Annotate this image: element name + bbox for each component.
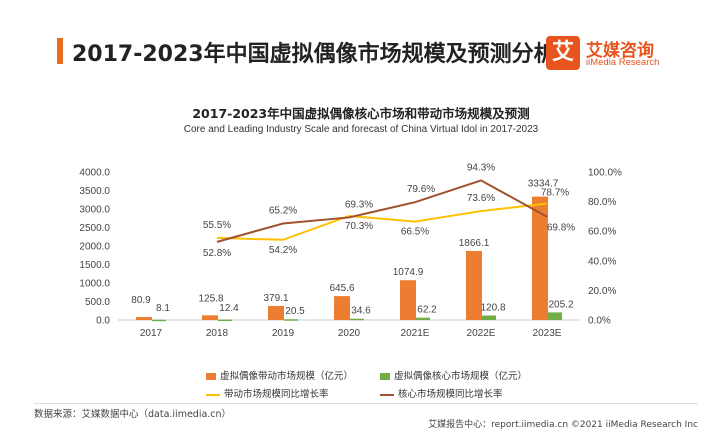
data-label-leading-market: 3334.7 bbox=[528, 179, 559, 190]
legend-item-leading-market: 虚拟偶像带动市场规模（亿元） bbox=[206, 368, 353, 382]
logo-text-en: iiMedia Research bbox=[586, 57, 660, 68]
data-label-core-growth: 52.8% bbox=[203, 248, 231, 259]
bar-leading-market bbox=[334, 296, 350, 320]
chart-title: 2017-2023年中国虚拟偶像核心市场和带动市场规模及预测 bbox=[192, 106, 530, 121]
y-left-tick-label: 3000.0 bbox=[79, 205, 110, 216]
data-label-leading-growth: 54.2% bbox=[269, 245, 297, 256]
data-label-leading-market: 1866.1 bbox=[459, 238, 490, 249]
y-left-tick-label: 500.0 bbox=[85, 297, 110, 308]
data-label-core-market: 120.8 bbox=[480, 303, 505, 314]
x-tick-label: 2020 bbox=[338, 328, 361, 339]
bar-leading-market bbox=[136, 317, 152, 320]
data-label-core-growth: 79.6% bbox=[407, 184, 435, 195]
y-left-tick-label: 4000.0 bbox=[79, 168, 110, 179]
bar-leading-market bbox=[268, 305, 284, 320]
y-right-tick-label: 0.0% bbox=[588, 316, 611, 327]
data-label-core-market: 20.5 bbox=[285, 306, 305, 317]
bar-core-market bbox=[416, 317, 430, 320]
bar-leading-market bbox=[532, 196, 548, 320]
legend-line-yellow bbox=[206, 393, 220, 396]
data-label-core-market: 205.2 bbox=[548, 299, 573, 310]
legend-line-brown bbox=[380, 393, 394, 396]
bar-core-market bbox=[218, 319, 232, 322]
legend-swatch-green bbox=[380, 373, 390, 380]
logo-text-cn: 艾媒咨询 bbox=[586, 41, 654, 61]
x-tick-label: 2022E bbox=[467, 328, 496, 339]
brand-logo: 艾 艾媒咨询 iiMedia Research bbox=[546, 36, 676, 72]
legend-item-core-growth: 核心市场规模同比增长率 bbox=[380, 386, 503, 400]
x-tick-label: 2023E bbox=[533, 328, 562, 339]
page-title: 2017-2023年中国虚拟偶像市场规模及预测分析 bbox=[72, 42, 556, 67]
data-source: 数据来源：艾媒数据中心（data.iimedia.cn） bbox=[34, 409, 232, 420]
bar-core-market bbox=[482, 315, 496, 320]
y-left-tick-label: 1500.0 bbox=[79, 260, 110, 271]
y-left-tick-label: 0.0 bbox=[96, 316, 110, 327]
bar-core-market bbox=[152, 319, 166, 322]
data-label-leading-market: 645.6 bbox=[329, 283, 354, 294]
bar-leading-market bbox=[202, 315, 218, 320]
line-core-growth bbox=[216, 179, 548, 243]
logo-icon: 艾 bbox=[546, 36, 580, 70]
data-label-leading-growth: 70.3% bbox=[345, 221, 373, 232]
data-label-leading-market: 1074.9 bbox=[393, 267, 424, 278]
y-right-tick-label: 60.0% bbox=[588, 227, 616, 238]
data-label-core-growth: 69.8% bbox=[547, 223, 575, 234]
x-tick-label: 2021E bbox=[401, 328, 430, 339]
bar-core-market bbox=[548, 312, 562, 320]
chart-subtitle: Core and Leading Industry Scale and fore… bbox=[183, 124, 539, 135]
y-left-tick-label: 3500.0 bbox=[79, 186, 110, 197]
y-right-tick-label: 100.0% bbox=[588, 168, 622, 179]
bar-core-market bbox=[284, 319, 298, 321]
title-accent-bar bbox=[57, 38, 63, 64]
x-tick-label: 2017 bbox=[140, 328, 163, 339]
y-right-tick-label: 40.0% bbox=[588, 256, 616, 267]
footer-divider bbox=[34, 403, 698, 404]
bar-leading-market bbox=[400, 280, 416, 320]
data-label-leading-growth: 78.7% bbox=[541, 188, 569, 199]
y-left-tick-label: 2500.0 bbox=[79, 223, 110, 234]
data-label-core-market: 34.6 bbox=[351, 306, 371, 317]
data-label-leading-growth: 66.5% bbox=[401, 227, 429, 238]
data-label-leading-market: 379.1 bbox=[263, 293, 288, 304]
y-left-tick-label: 1000.0 bbox=[79, 279, 110, 290]
x-tick-label: 2018 bbox=[206, 328, 229, 339]
data-label-leading-market: 80.9 bbox=[131, 295, 151, 306]
line-leading-growth bbox=[216, 202, 548, 241]
data-label-core-growth: 94.3% bbox=[467, 162, 495, 173]
data-label-leading-growth: 55.5% bbox=[203, 220, 231, 231]
legend-item-leading-growth: 带动市场规模同比增长率 bbox=[206, 386, 329, 400]
y-right-tick-label: 80.0% bbox=[588, 197, 616, 208]
bar-core-market bbox=[350, 318, 364, 321]
x-tick-label: 2019 bbox=[272, 328, 295, 339]
bar-leading-market bbox=[466, 250, 482, 320]
data-label-leading-market: 125.8 bbox=[198, 293, 223, 304]
legend-swatch-orange bbox=[206, 373, 216, 380]
data-label-core-market: 12.4 bbox=[219, 303, 239, 314]
data-label-core-growth: 69.3% bbox=[345, 199, 373, 210]
data-label-core-market: 62.2 bbox=[417, 305, 437, 316]
data-label-core-growth: 65.2% bbox=[269, 206, 297, 217]
legend-item-core-market: 虚拟偶像核心市场规模（亿元） bbox=[380, 368, 527, 382]
y-right-tick-label: 20.0% bbox=[588, 286, 616, 297]
data-label-core-market: 8.1 bbox=[156, 303, 170, 314]
y-left-tick-label: 2000.0 bbox=[79, 242, 110, 253]
data-label-leading-growth: 73.6% bbox=[467, 193, 495, 204]
copyright: 艾媒报告中心：report.iimedia.cn ©2021 iiMedia R… bbox=[428, 420, 698, 430]
